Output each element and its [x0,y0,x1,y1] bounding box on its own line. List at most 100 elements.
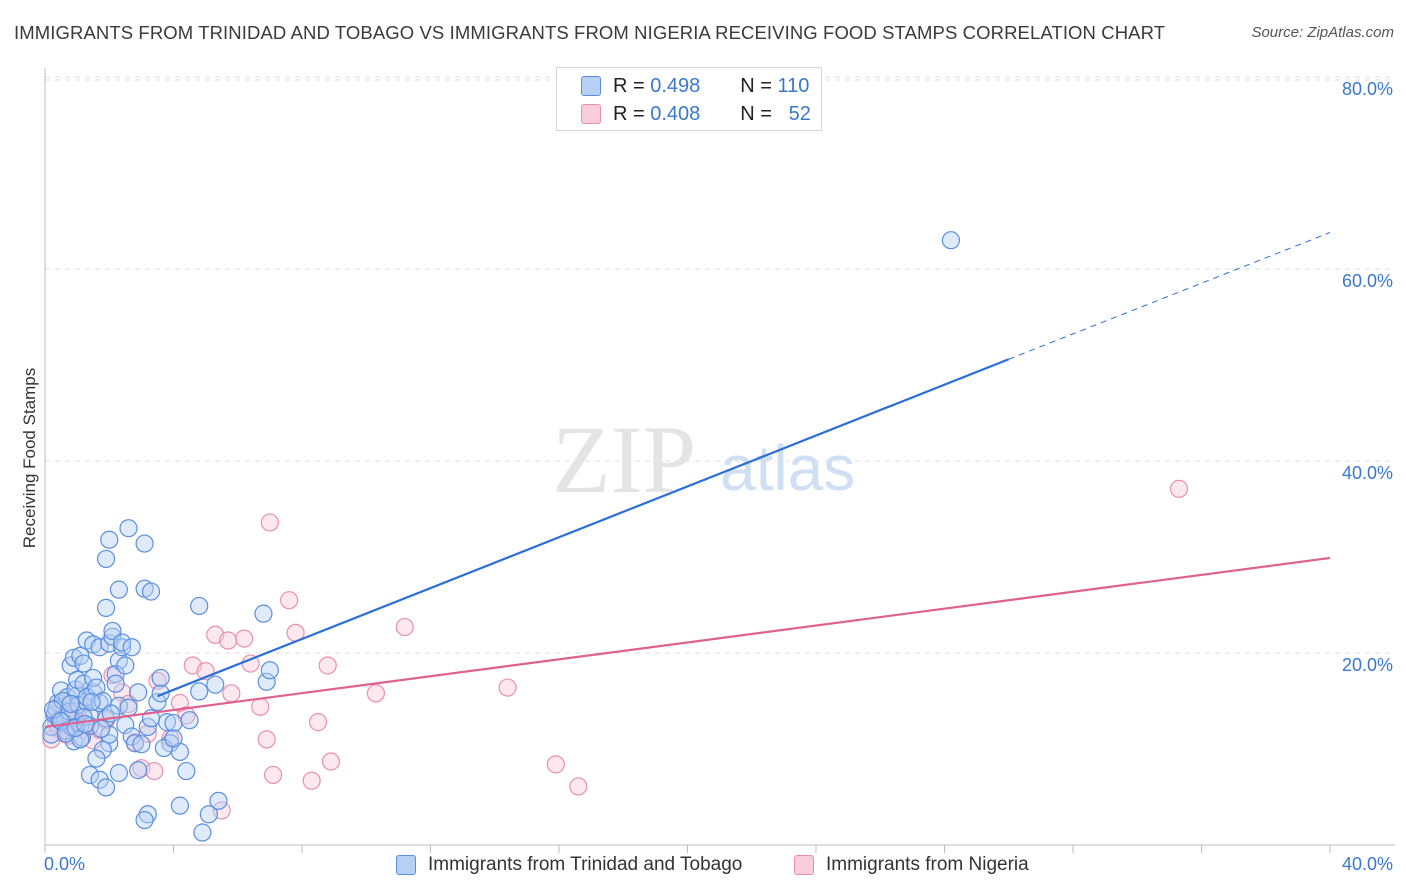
trinidad-point [209,791,228,810]
trinidad-point [164,713,183,733]
trinidad-point [100,530,119,549]
trinidad-point [119,519,138,538]
trinidad-point [122,638,141,657]
trinidad-point [190,596,209,616]
trinidad-point [135,810,154,830]
trinidad-point [141,582,161,601]
y-tick-label: 40.0% [1342,463,1393,483]
trinidad-point [135,534,154,553]
trinidad-point [82,692,101,712]
chart-title: IMMIGRANTS FROM TRINIDAD AND TOBAGO VS I… [14,22,1166,43]
y-axis-label: Receiving Food Stamps [20,367,39,549]
trinidad-point [129,761,148,780]
trinidad-point [112,638,132,657]
bottom-legend-trinidad: Immigrants from Trinidad and Tobago [396,852,742,878]
trinidad-point [177,761,196,781]
source-label: Source: ZipAtlas.com [1251,24,1394,41]
legend-r-label: R = [613,102,645,125]
trend-lines [44,232,1331,729]
y-tick-label: 80.0% [1342,79,1393,99]
trinidad-point [96,778,116,797]
legend-r-label: R = [613,74,645,97]
watermark: ZIP atlas [552,406,855,513]
trinidad-point [193,823,212,842]
nigeria-point [321,752,341,771]
trinidad-point [129,683,148,702]
nigeria-point [219,631,238,650]
nigeria-point [308,713,328,732]
trinidad-point [76,714,95,734]
trinidad-point [106,674,125,693]
trinidad-point [74,654,93,673]
trinidad-point [109,763,128,783]
nigeria-point [257,730,276,749]
trinidad-point [109,580,128,599]
nigeria-point [366,684,385,703]
correlation-legend: R = 0.498 N = 110 R = 0.408 N = 52 [556,67,822,131]
trinidad-point [61,694,80,713]
legend-n-label: N = [740,102,772,125]
trinidad-point [125,734,145,753]
trinidad-point [84,668,103,688]
y-tick-label: 60.0% [1342,271,1393,291]
bottom-legend-label: Immigrants from Trinidad and Tobago [428,854,743,875]
legend-n-value: 52 [788,102,811,125]
x-tick-label-max: 40.0% [1342,854,1393,874]
trinidad-point [257,672,276,691]
nigeria-point [395,617,414,637]
trinidad-point [151,684,170,703]
axes [44,68,1395,853]
legend-row-nigeria: R = 0.408 N = 52 [581,102,811,126]
trinidad-point [77,692,96,712]
trinidad-point [119,698,138,717]
trinidad-point [96,549,116,569]
nigeria-point [145,761,164,781]
nigeria-point [546,755,565,774]
legend-swatch-pink [581,104,601,124]
x-tick-label-min: 0.0% [44,854,85,874]
nigeria-point [235,629,254,648]
nigeria-point [1169,479,1189,498]
y-tick-label: 20.0% [1342,655,1393,675]
nigeria-point [280,591,299,610]
bottom-legend-label: Immigrants from Nigeria [826,854,1029,875]
trinidad-point [164,729,183,748]
trinidad-point [206,675,225,694]
nigeria-point [222,684,241,703]
trinidad-point [154,738,173,758]
trinidad-point [170,796,190,815]
nigeria-point [263,765,283,785]
trinidad-point [941,231,961,250]
nigeria-points [42,479,1189,820]
trinidad-point [87,749,106,768]
bottom-legend-nigeria: Immigrants from Nigeria [794,852,1029,878]
trinidad-point [96,598,116,617]
watermark-zip: ZIP [552,406,696,513]
trinidad-point [138,805,157,824]
trinidad-point [260,661,279,680]
trinidad-point [112,633,132,652]
trinidad-point [199,805,218,824]
trinidad-trend-line [157,358,1010,698]
trinidad-trend-extension [1008,232,1331,360]
trinidad-point [90,638,109,657]
nigeria-trend-line [44,556,1331,729]
grid-lines [45,76,1395,654]
trinidad-point [116,656,135,675]
legend-r-value: 0.408 [650,102,701,125]
bottom-legend-swatch-pink [794,855,814,875]
nigeria-point [302,771,321,790]
trinidad-point [92,719,111,738]
legend-swatch-blue [581,76,601,96]
bottom-legend-swatch-blue [396,855,416,875]
tick-labels: 20.0% 40.0% 60.0% 80.0% 0.0% 40.0% [44,79,1393,874]
nigeria-point [498,678,517,697]
trinidad-point [190,682,209,701]
trinidad-point [80,765,100,785]
legend-r-value: 0.498 [650,74,701,97]
trinidad-point [180,711,199,730]
nigeria-point [318,656,337,675]
trinidad-point [132,735,151,754]
trinidad-point [254,604,273,623]
